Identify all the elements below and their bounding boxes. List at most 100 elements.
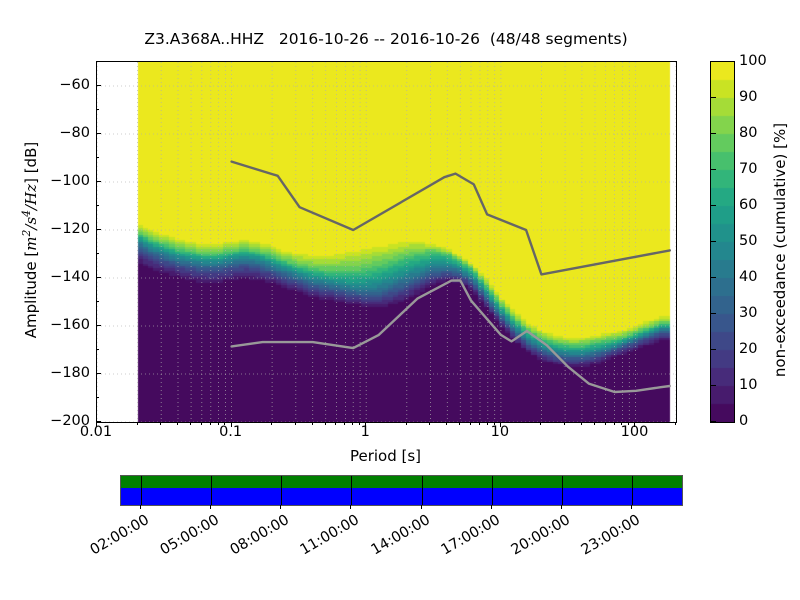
x-tick-label: 1 — [360, 424, 370, 440]
coverage-segment-divider — [561, 476, 563, 505]
colorbar-tick-label: 50 — [739, 233, 758, 249]
y-tick-mark — [96, 229, 101, 230]
y-tick-mark-minor — [96, 349, 99, 350]
y-tick-label: −100 — [50, 173, 90, 189]
colorbar-tick-mark — [711, 61, 716, 62]
y-tick-mark — [96, 85, 101, 86]
y-tick-mark — [96, 181, 101, 182]
x-tick-mark-minor — [271, 422, 273, 425]
x-tick-mark-minor — [200, 422, 202, 425]
x-tick-mark-minor — [136, 422, 138, 425]
time-tick-label: 14:00:00 — [368, 512, 433, 559]
x-tick-mark-minor — [540, 422, 542, 425]
x-tick-mark-minor — [344, 422, 346, 425]
colorbar-tick-mark — [711, 421, 716, 422]
colorbar-tick-mark — [711, 241, 716, 242]
colorbar-tick-label: 70 — [739, 161, 758, 177]
y-tick-mark — [96, 133, 101, 134]
x-tick-mark-minor — [675, 422, 676, 425]
x-tick-mark-minor — [177, 422, 179, 425]
colorbar-label: non-exceedance (cumulative) [%] — [771, 122, 789, 378]
x-axis-label: Period [s] — [349, 447, 422, 465]
y-tick-label: −140 — [50, 269, 90, 285]
x-tick-mark-minor — [593, 422, 595, 425]
time-tick-mark — [630, 505, 632, 509]
y-tick-mark-minor — [96, 109, 99, 110]
colorbar-tick-mark — [711, 277, 716, 278]
x-tick-label: 0.01 — [79, 424, 113, 440]
y-tick-mark — [96, 325, 101, 326]
x-tick-mark-minor — [621, 422, 623, 425]
colorbar-tick-mark — [711, 97, 716, 98]
colorbar-tick-label: 80 — [739, 125, 758, 141]
colorbar-tick-mark — [711, 385, 716, 386]
y-tick-label: −80 — [59, 125, 90, 141]
time-tick-mark — [350, 505, 352, 509]
ppsd-heatmap — [97, 62, 676, 422]
x-tick-mark-minor — [479, 422, 480, 425]
colorbar-tick-mark — [711, 169, 716, 170]
x-tick-mark-minor — [224, 422, 226, 425]
y-tick-mark — [96, 373, 101, 374]
coverage-segment-divider — [491, 476, 493, 505]
coverage-band-blue — [121, 488, 682, 505]
x-tick-mark-minor — [459, 422, 461, 425]
x-tick-mark — [499, 422, 501, 427]
x-tick-mark-minor — [209, 422, 211, 425]
x-tick-mark-minor — [580, 422, 582, 425]
x-tick-mark-minor — [405, 422, 407, 425]
x-tick-mark — [365, 422, 367, 427]
time-tick-mark — [420, 505, 422, 509]
y-axis-label: Amplitude [m2/s4/Hz] [dB] — [20, 141, 40, 339]
x-tick-mark-minor — [160, 422, 162, 425]
y-tick-mark-minor — [96, 157, 99, 158]
x-tick-mark-minor — [335, 422, 337, 425]
y-axis-ticklabels: −200 −180 −160 −140 −120 −100 −80 −60 — [32, 61, 90, 429]
x-tick-mark-minor — [311, 422, 313, 425]
y-tick-mark-minor — [96, 301, 99, 302]
y-tick-label: −180 — [50, 365, 90, 381]
coverage-segment-divider — [421, 476, 423, 505]
coverage-band-green — [121, 476, 682, 488]
x-tick-mark-minor — [352, 422, 354, 425]
x-tick-mark-minor — [604, 422, 606, 425]
colorbar-tick-label: 20 — [739, 341, 758, 357]
coverage-segment-divider — [631, 476, 633, 505]
y-tick-mark — [96, 277, 101, 278]
time-tick-mark — [560, 505, 562, 509]
colorbar-tick-label: 100 — [739, 53, 767, 69]
colorbar-tick-label: 90 — [739, 89, 758, 105]
y-tick-label: −60 — [59, 77, 90, 93]
y-tick-label: −120 — [50, 221, 90, 237]
colorbar-tick-mark — [711, 205, 716, 206]
time-tick-label: 20:00:00 — [508, 512, 573, 559]
y-tick-mark-minor — [96, 61, 99, 62]
colorbar-tick-label: 30 — [739, 305, 758, 321]
x-tick-mark-minor — [486, 422, 488, 425]
x-tick-mark-minor — [564, 422, 566, 425]
x-tick-mark-minor — [190, 422, 192, 425]
colorbar — [710, 61, 735, 423]
time-tick-label: 23:00:00 — [578, 512, 643, 559]
x-tick-label: 0.1 — [219, 424, 243, 440]
time-tick-mark — [210, 505, 212, 509]
time-tick-label: 02:00:00 — [87, 512, 153, 559]
x-tick-mark-minor — [294, 422, 296, 425]
colorbar-tick-mark — [711, 349, 716, 350]
coverage-segment-divider — [351, 476, 353, 505]
time-tick-label: 17:00:00 — [438, 512, 503, 559]
coverage-segment-divider — [211, 476, 213, 505]
time-tick-label: 05:00:00 — [157, 512, 223, 559]
colorbar-tick-label: 60 — [739, 197, 758, 213]
y-tick-label: −160 — [50, 317, 90, 333]
x-tick-label: 10 — [490, 424, 510, 440]
page-title: Z3.A368A..HHZ 2016-10-26 -- 2016-10-26 (… — [144, 30, 628, 48]
y-tick-mark — [96, 421, 101, 422]
colorbar-tick-mark — [711, 313, 716, 314]
time-tick-mark — [490, 505, 492, 509]
y-tick-mark-minor — [96, 205, 99, 206]
x-tick-mark-minor — [217, 422, 219, 425]
colorbar-tick-label: 0 — [739, 413, 749, 429]
coverage-segment-divider — [141, 476, 143, 505]
x-tick-mark — [96, 422, 97, 427]
